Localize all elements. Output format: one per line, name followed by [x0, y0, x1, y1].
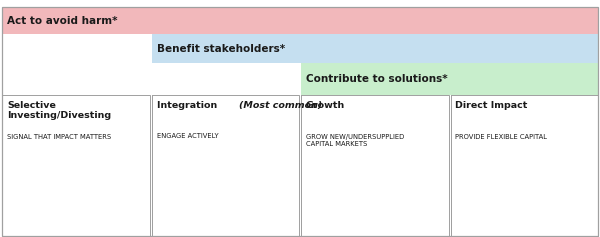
Text: Selective
Investing/Divesting: Selective Investing/Divesting [7, 101, 112, 120]
Bar [2, 95, 150, 236]
Text: Integration: Integration [157, 101, 220, 110]
Bar [152, 95, 299, 236]
Text: Benefit stakeholders*: Benefit stakeholders* [157, 44, 285, 54]
Bar [451, 95, 598, 236]
Text: ENGAGE ACTIVELY: ENGAGE ACTIVELY [157, 133, 218, 139]
Text: (Most common): (Most common) [239, 101, 322, 110]
Text: Direct Impact: Direct Impact [455, 101, 528, 110]
Bar [2, 7, 598, 34]
Text: GROW NEW/UNDERSUPPLIED
CAPITAL MARKETS: GROW NEW/UNDERSUPPLIED CAPITAL MARKETS [306, 134, 404, 147]
Text: Growth: Growth [306, 101, 345, 110]
Text: SIGNAL THAT IMPACT MATTERS: SIGNAL THAT IMPACT MATTERS [7, 134, 112, 140]
Bar [301, 95, 449, 236]
Text: Act to avoid harm*: Act to avoid harm* [7, 16, 118, 26]
Text: Contribute to solutions*: Contribute to solutions* [306, 74, 448, 84]
Bar [152, 34, 598, 63]
Bar [301, 63, 598, 95]
Text: PROVIDE FLEXIBLE CAPITAL: PROVIDE FLEXIBLE CAPITAL [455, 134, 547, 140]
